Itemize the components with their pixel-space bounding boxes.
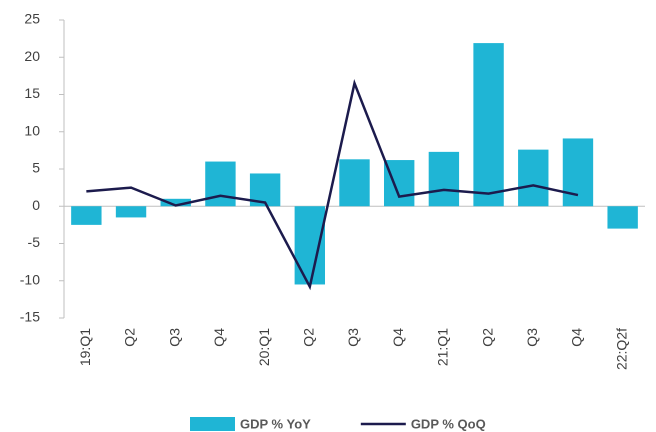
x-tick-label: 20:Q1: [256, 328, 272, 366]
bar: [607, 206, 638, 229]
y-tick-label: -10: [20, 271, 40, 287]
x-tick-label: Q4: [569, 328, 585, 347]
bar: [115, 206, 147, 218]
legend-label: GDP % YoY: [240, 416, 311, 431]
y-tick-label: 20: [24, 48, 40, 64]
x-tick-label: Q3: [524, 328, 540, 347]
x-tick-label: Q3: [166, 328, 182, 347]
legend-swatch: [190, 417, 235, 431]
y-tick-label: 10: [24, 122, 40, 138]
x-tick-label: 21:Q1: [435, 328, 451, 366]
y-tick-label: -15: [20, 309, 40, 325]
legend-label: GDP % QoQ: [411, 416, 486, 431]
bar: [294, 206, 326, 285]
y-tick-label: 15: [24, 85, 40, 101]
line: [86, 79, 579, 291]
x-tick-label: 19:Q1: [77, 328, 93, 366]
bar: [473, 43, 504, 207]
x-tick-label: Q2: [301, 328, 317, 347]
bar: [562, 138, 594, 207]
x-tick-label: Q4: [211, 328, 227, 347]
bar: [205, 161, 236, 207]
bar: [428, 151, 460, 207]
bar: [518, 149, 549, 207]
y-tick-label: 5: [32, 160, 40, 176]
bar: [71, 206, 102, 225]
bar: [160, 198, 191, 207]
y-tick-label: 25: [24, 11, 40, 27]
bar: [339, 159, 370, 207]
x-tick-label: Q3: [345, 328, 361, 347]
x-tick-label: 22:Q2f: [613, 328, 629, 370]
x-tick-label: Q4: [390, 328, 406, 347]
x-tick-label: Q2: [122, 328, 138, 347]
y-tick-label: -5: [28, 234, 41, 250]
x-tick-label: Q2: [479, 328, 495, 347]
y-tick-label: 0: [32, 197, 40, 213]
